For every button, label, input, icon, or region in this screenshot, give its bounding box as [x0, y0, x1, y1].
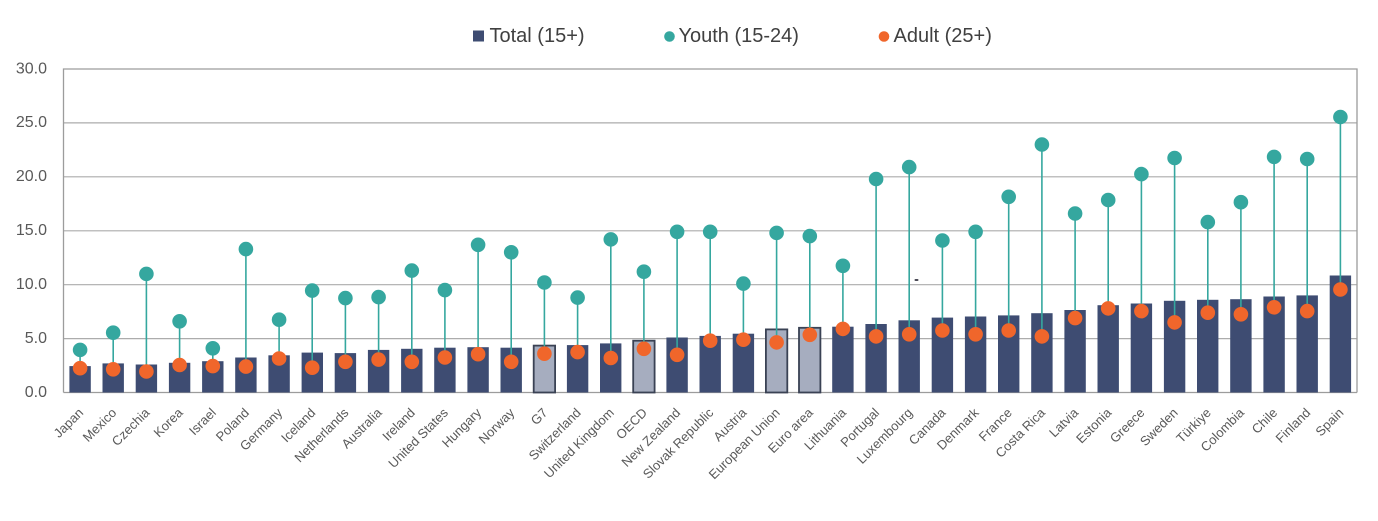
svg-text:10.0: 10.0 — [16, 276, 47, 293]
svg-text:20.0: 20.0 — [16, 168, 47, 185]
svg-text:Total (15+): Total (15+) — [490, 25, 585, 47]
svg-text:Adult (25+): Adult (25+) — [894, 25, 992, 47]
svg-text:5.0: 5.0 — [25, 330, 47, 347]
svg-text:0.0: 0.0 — [25, 384, 47, 401]
svg-text:25.0: 25.0 — [16, 114, 47, 131]
svg-text:15.0: 15.0 — [16, 222, 47, 239]
svg-text:Youth (15-24): Youth (15-24) — [679, 25, 799, 47]
svg-text:30.0: 30.0 — [16, 60, 47, 77]
